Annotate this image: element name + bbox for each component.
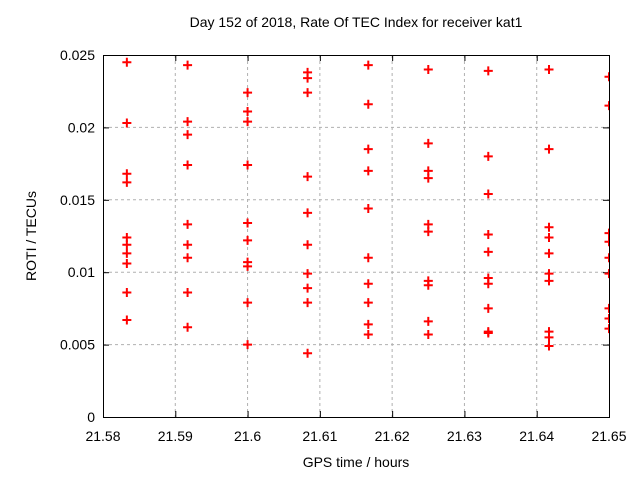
data-point-marker — [363, 298, 373, 308]
data-point-marker — [303, 348, 313, 358]
data-point-marker — [183, 60, 193, 70]
data-point-marker — [243, 117, 253, 127]
data-point-marker — [604, 303, 609, 313]
data-point-marker — [483, 328, 493, 338]
data-point-marker — [363, 329, 373, 339]
data-point-marker — [544, 144, 554, 154]
data-point-marker — [423, 64, 433, 74]
data-point-marker — [604, 72, 609, 82]
x-tick-label: 21.62 — [375, 428, 410, 444]
data-point-marker — [122, 259, 132, 269]
data-point-marker — [363, 144, 373, 154]
data-point-marker — [604, 269, 609, 279]
data-point-marker — [183, 287, 193, 297]
data-point-marker — [303, 240, 313, 250]
data-point-marker — [363, 319, 373, 329]
data-point-marker — [303, 283, 313, 293]
data-point-marker — [483, 151, 493, 161]
data-point-marker — [483, 279, 493, 289]
data-point-marker — [122, 118, 132, 128]
data-point-marker — [423, 280, 433, 290]
data-point-marker — [544, 232, 554, 242]
y-tick-label: 0 — [87, 409, 95, 425]
data-point-marker — [363, 279, 373, 289]
data-point-marker — [303, 269, 313, 279]
y-tick-label: 0.025 — [60, 47, 95, 63]
data-point-marker — [183, 160, 193, 170]
data-point-marker — [544, 276, 554, 286]
data-point-marker — [544, 222, 554, 232]
data-point-marker — [243, 261, 253, 271]
data-point-marker — [243, 340, 253, 350]
data-point-marker — [183, 253, 193, 263]
data-point-marker — [303, 88, 313, 98]
x-tick-label: 21.63 — [447, 428, 482, 444]
data-point-marker — [122, 240, 132, 250]
y-tick-label: 0.02 — [68, 119, 95, 135]
data-point-marker — [243, 298, 253, 308]
data-point-marker — [243, 235, 253, 245]
data-point-marker — [423, 227, 433, 237]
data-point-marker — [423, 173, 433, 183]
x-axis-label: GPS time / hours — [302, 454, 410, 470]
x-tick-label: 21.61 — [302, 428, 337, 444]
data-point-marker — [183, 240, 193, 250]
data-point-marker — [183, 117, 193, 127]
data-point-marker — [544, 332, 554, 342]
data-point-marker — [303, 298, 313, 308]
data-point-marker — [363, 60, 373, 70]
data-point-marker — [122, 169, 132, 179]
y-tick-label: 0.015 — [60, 192, 95, 208]
data-point-marker — [483, 303, 493, 313]
data-point-marker — [363, 203, 373, 213]
data-point-marker — [363, 166, 373, 176]
data-point-marker — [483, 247, 493, 257]
data-point-marker — [122, 248, 132, 258]
data-point-marker — [544, 248, 554, 258]
chart-title: Day 152 of 2018, Rate Of TEC Index for r… — [189, 14, 523, 30]
data-point-marker — [604, 324, 609, 334]
data-point-marker — [122, 57, 132, 67]
x-tick-label: 21.6 — [234, 428, 261, 444]
data-point-marker — [183, 322, 193, 332]
data-point-marker — [183, 130, 193, 140]
data-point-marker — [363, 99, 373, 109]
data-point-marker — [483, 66, 493, 76]
data-point-marker — [122, 315, 132, 325]
data-point-marker — [122, 287, 132, 297]
plot-border — [103, 55, 610, 418]
data-point-marker — [423, 138, 433, 148]
data-point-marker — [243, 218, 253, 228]
data-point-marker — [604, 253, 609, 263]
data-point-marker — [243, 106, 253, 116]
x-tick-label: 21.64 — [519, 428, 554, 444]
data-point-marker — [604, 101, 609, 111]
data-points — [122, 57, 609, 358]
data-point-marker — [183, 219, 193, 229]
data-point-marker — [363, 253, 373, 263]
data-point-marker — [243, 160, 253, 170]
data-point-marker — [483, 230, 493, 240]
data-point-marker — [423, 316, 433, 326]
data-point-marker — [243, 88, 253, 98]
data-point-marker — [303, 172, 313, 182]
data-point-marker — [303, 73, 313, 83]
data-point-marker — [423, 329, 433, 339]
y-tick-label: 0.01 — [68, 264, 95, 280]
y-tick-label: 0.005 — [60, 337, 95, 353]
data-point-marker — [122, 177, 132, 187]
x-tick-label: 21.65 — [591, 428, 626, 444]
x-tick-label: 21.58 — [85, 428, 120, 444]
data-point-marker — [303, 208, 313, 218]
data-point-marker — [604, 314, 609, 324]
data-point-marker — [544, 64, 554, 74]
data-point-marker — [604, 228, 609, 238]
data-point-marker — [483, 189, 493, 199]
x-tick-label: 21.59 — [158, 428, 193, 444]
data-point-marker — [544, 341, 554, 351]
data-point-marker — [604, 237, 609, 247]
